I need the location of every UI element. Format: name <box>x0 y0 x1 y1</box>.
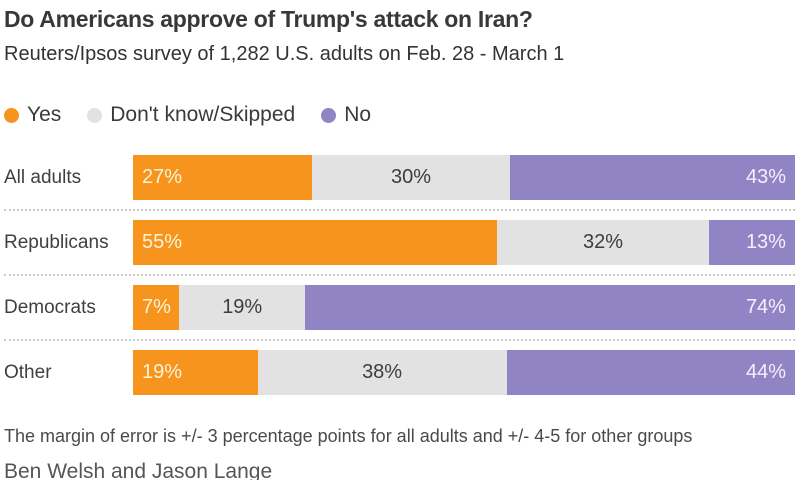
legend-dot-no <box>321 107 337 123</box>
legend-dot-yes <box>4 107 19 123</box>
segment-value-label: 27% <box>142 166 183 188</box>
bar-row-republicans: Republicans 55% 32% 13% <box>4 220 795 265</box>
bar-segment-yes: 19% <box>133 350 258 395</box>
segment-value-label: 7% <box>142 296 171 318</box>
row-separator <box>4 339 795 341</box>
legend-item-yes: Yes <box>4 103 61 127</box>
stacked-bar: 27% 30% 43% <box>133 155 795 200</box>
row-separator <box>4 274 795 276</box>
segment-value-label: 13% <box>745 231 786 253</box>
bar-segment-yes: 7% <box>133 285 180 330</box>
bar-row-democrats: Democrats 7% 19% 74% <box>4 285 795 330</box>
segment-value-label: 38% <box>362 361 403 383</box>
bar-segment-yes: 55% <box>133 220 498 265</box>
segment-value-label: 74% <box>745 296 786 318</box>
chart-card: Do Americans approve of Trump's attack o… <box>4 6 795 480</box>
bar-segment-don-t-know-skipped: 19% <box>179 285 306 330</box>
legend-item-no: No <box>321 103 371 127</box>
segment-value-label: 19% <box>222 296 263 318</box>
segment-value-label: 19% <box>142 361 183 383</box>
stacked-bar: 19% 38% 44% <box>133 350 795 395</box>
bar-segment-no: 43% <box>510 155 795 200</box>
legend-label: Don't know/Skipped <box>110 103 296 126</box>
bar-row-other: Other 19% 38% 44% <box>4 350 795 395</box>
margin-of-error-note: The margin of error is +/- 3 percentage … <box>4 426 693 446</box>
segment-value-label: 30% <box>391 166 432 188</box>
bar-segment-yes: 27% <box>133 155 312 200</box>
bar-row-all-adults: All adults 27% 30% 43% <box>4 155 795 200</box>
legend-item-don-t-know-skipped: Don't know/Skipped <box>87 103 295 127</box>
segment-value-label: 55% <box>142 231 183 253</box>
row-separator <box>4 209 795 211</box>
segment-value-label: 43% <box>745 166 786 188</box>
legend-label: Yes <box>27 103 62 126</box>
segment-value-label: 32% <box>582 231 624 253</box>
legend-label: No <box>344 103 372 126</box>
bar-segment-don-t-know-skipped: 32% <box>497 220 709 265</box>
bar-segment-don-t-know-skipped: 30% <box>311 155 511 200</box>
bar-chart: All adults 27% 30% 43% Republicans 55% 32% 13% D… <box>4 155 795 395</box>
bar-segment-no: 13% <box>708 220 795 265</box>
bar-segment-no: 74% <box>305 285 795 330</box>
stacked-bar: 7% 19% 74% <box>133 285 795 330</box>
category-label: Republicans <box>4 231 109 253</box>
legend-dot-don-t-know-skipped <box>87 107 103 123</box>
segment-value-label: 44% <box>745 361 786 383</box>
category-label: Other <box>4 361 52 383</box>
chart-legend: Yes Don't know/Skipped No <box>4 103 795 127</box>
byline: Ben Welsh and Jason Lange <box>4 460 273 480</box>
category-label: All adults <box>4 166 82 188</box>
category-label: Democrats <box>4 296 96 318</box>
bar-segment-no: 44% <box>506 350 795 395</box>
page-title: Do Americans approve of Trump's attack o… <box>4 6 533 32</box>
chart-subtitle: Reuters/Ipsos survey of 1,282 U.S. adult… <box>4 43 565 65</box>
bar-segment-don-t-know-skipped: 38% <box>257 350 507 395</box>
stacked-bar: 55% 32% 13% <box>133 220 795 265</box>
